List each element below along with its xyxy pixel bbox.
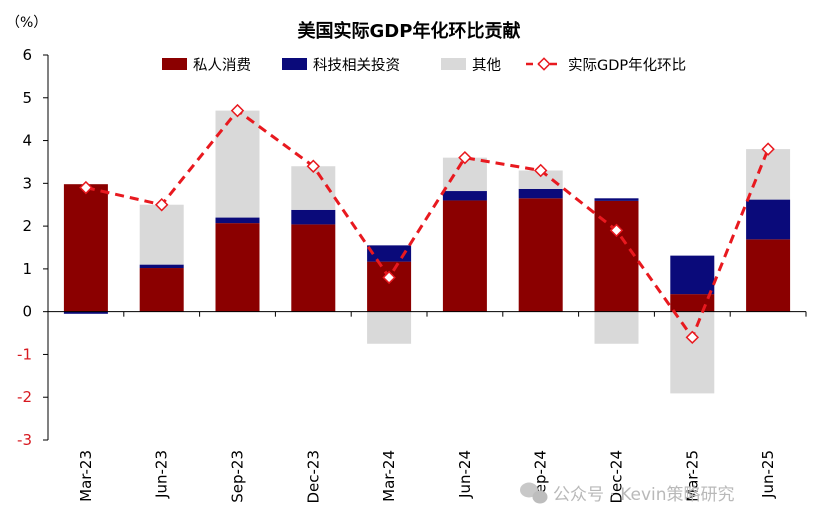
bar-tech-investment-Jun-25 xyxy=(746,199,791,240)
x-tick-label-Jun-24: Jun-24 xyxy=(456,450,474,499)
legend-label-consumption: 私人消费 xyxy=(193,57,251,74)
x-tick-label-Mar-25: Mar-25 xyxy=(683,450,701,502)
bar-consumption-Mar-24 xyxy=(367,261,412,312)
bar-other-Sep-23 xyxy=(215,110,260,218)
gdp-point-Jun-24 xyxy=(458,150,472,165)
x-tick-label-Dec-23: Dec-23 xyxy=(304,450,322,504)
bar-other-Mar-25 xyxy=(670,311,715,394)
gdp-point-Sep-24 xyxy=(533,163,548,178)
chart-title: 美国实际GDP年化环比贡献 xyxy=(298,20,521,42)
bar-other-Jun-25 xyxy=(746,149,791,200)
bar-consumption-Sep-24 xyxy=(518,198,563,312)
wechat-icon xyxy=(520,482,548,504)
y-tick-label: -3 xyxy=(17,431,32,449)
y-tick-label: 1 xyxy=(22,260,32,278)
x-tick-label-Jun-23: Jun-23 xyxy=(153,450,171,499)
y-tick-label: 6 xyxy=(22,46,32,64)
axes: 6 5 4 3 2 1 0 -1 -2 -3 xyxy=(17,46,807,449)
gdp-line xyxy=(85,108,770,341)
bar-tech-investment-Mar-23 xyxy=(63,311,108,314)
bar-tech-investment-Jun-24 xyxy=(442,191,487,201)
x-tick-label-Sep-23: Sep-23 xyxy=(229,450,247,503)
legend-label-gdp: 实际GDP年化环比 xyxy=(568,57,686,74)
bar-consumption-Dec-23 xyxy=(291,224,336,312)
gdp-point-Mar-23 xyxy=(79,180,93,195)
y-tick-label: 5 xyxy=(22,89,32,107)
bar-consumption-Sep-23 xyxy=(215,223,260,312)
gdp-point-Mar-24 xyxy=(382,270,396,285)
legend-swatch-consumption xyxy=(162,58,187,70)
bar-consumption-Jun-24 xyxy=(442,200,487,312)
legend: 私人消费 科技相关投资 其他 实际GDP年化环比 xyxy=(162,57,686,74)
bar-tech-investment-Dec-24 xyxy=(594,198,639,201)
bar-tech-investment-Jun-23 xyxy=(139,264,184,269)
y-tick-label: -1 xyxy=(17,345,32,363)
y-tick-label: 0 xyxy=(22,303,32,321)
x-tick-labels: Mar-23 Jun-23 Sep-23 Dec-23 Mar-24 Jun-24 Sep-… xyxy=(77,450,777,504)
y-tick-label: 3 xyxy=(22,174,32,192)
y-tick-label: -2 xyxy=(17,388,32,406)
x-tick-label-Mar-23: Mar-23 xyxy=(77,450,95,502)
bar-tech-investment-Mar-24 xyxy=(367,245,412,262)
x-tick-label-Jun-25: Jun-25 xyxy=(759,450,777,499)
gdp-point-Dec-23 xyxy=(306,159,321,173)
legend-label-other: 其他 xyxy=(472,57,501,74)
y-tick-label: 2 xyxy=(22,217,32,235)
legend-swatch-gdp-marker xyxy=(537,57,551,71)
gdp-point-Sep-23 xyxy=(230,103,245,118)
y-tick-label: 4 xyxy=(22,132,32,150)
legend-swatch-tech-investment xyxy=(282,58,307,70)
bar-tech-investment-Sep-23 xyxy=(215,217,260,224)
bar-other-Sep-24 xyxy=(518,170,563,189)
bar-tech-investment-Mar-25 xyxy=(670,255,715,295)
bar-consumption-Jun-25 xyxy=(746,239,791,312)
gdp-point-Mar-25 xyxy=(685,330,700,345)
gdp-line-group xyxy=(79,103,775,345)
legend-swatch-other xyxy=(441,58,466,70)
x-tick-label-Dec-24: Dec-24 xyxy=(608,450,626,504)
bar-tech-investment-Sep-24 xyxy=(518,188,563,199)
x-tick-label-Mar-24: Mar-24 xyxy=(380,450,398,502)
watermark: 公众号 · Kevin策略研究 xyxy=(520,482,735,505)
gdp-point-Jun-23 xyxy=(154,198,169,212)
bar-tech-investment-Dec-23 xyxy=(291,209,336,225)
watermark-text: 公众号 · Kevin策略研究 xyxy=(553,485,735,505)
bar-consumption-Mar-23 xyxy=(63,184,108,312)
bar-other-Jun-23 xyxy=(139,204,184,265)
legend-label-tech-investment: 科技相关投资 xyxy=(313,57,400,74)
bar-other-Mar-24 xyxy=(367,311,412,344)
gdp-point-Dec-24 xyxy=(609,223,624,238)
bar-consumption-Jun-23 xyxy=(139,268,184,312)
bar-other-Dec-24 xyxy=(594,311,639,344)
y-axis-unit: （%） xyxy=(6,15,47,31)
gdp-point-Jun-25 xyxy=(761,142,775,156)
bars xyxy=(63,110,791,394)
